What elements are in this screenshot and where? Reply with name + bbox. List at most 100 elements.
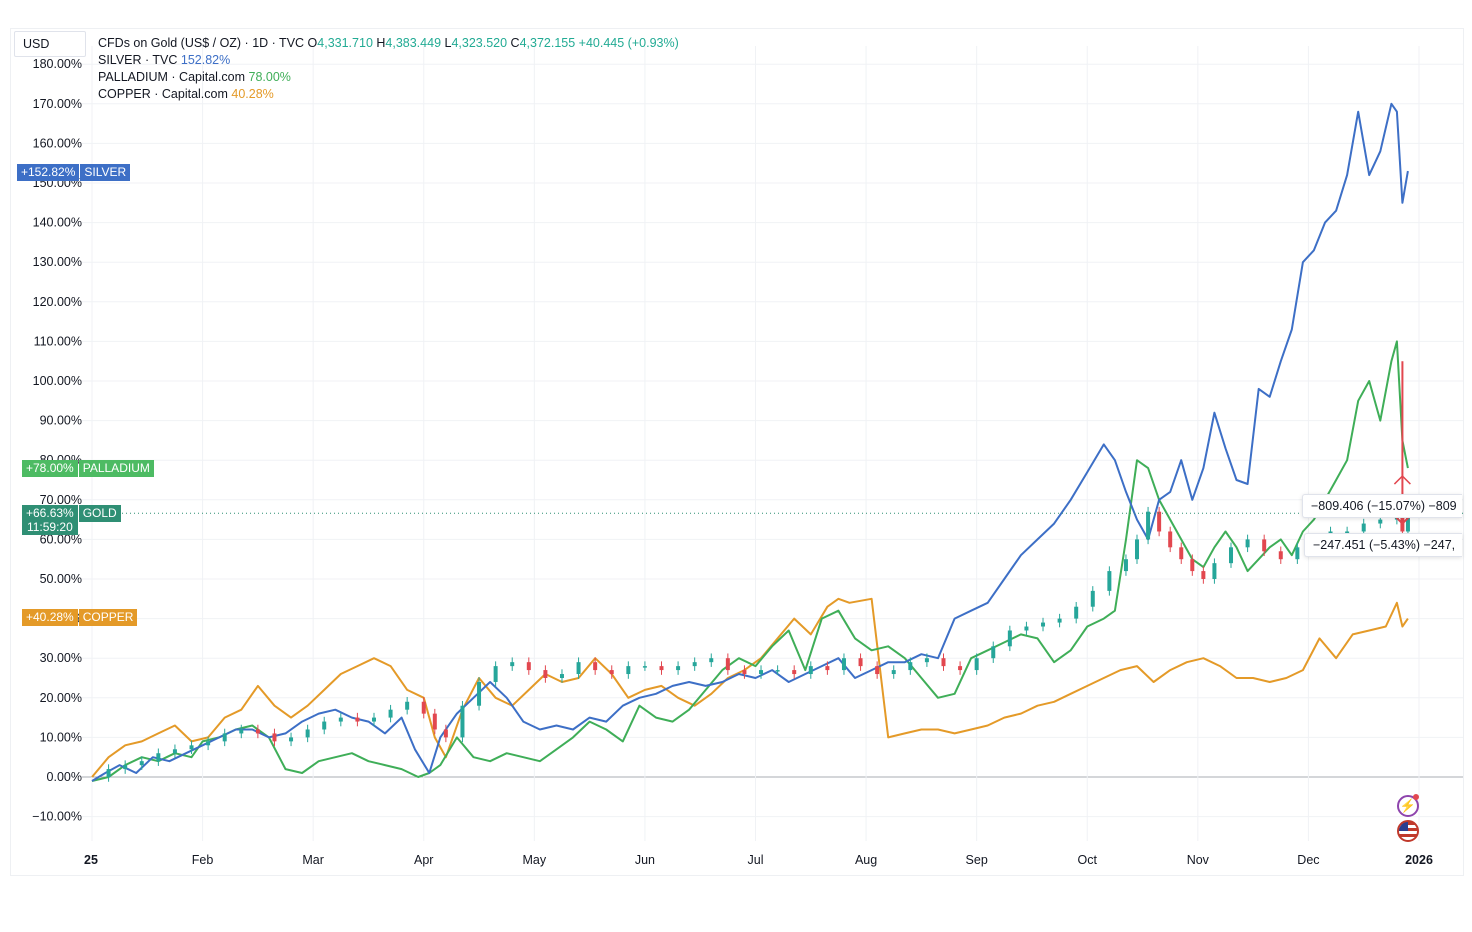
- gold-candle-body: [1278, 551, 1283, 560]
- legend-gold-low: 4,323.520: [451, 36, 508, 50]
- gold-candle-body: [443, 729, 448, 738]
- y-tick-label: 110.00%: [34, 334, 82, 348]
- currency-selector[interactable]: USD: [14, 31, 86, 57]
- x-tick-label: Feb: [192, 853, 214, 867]
- gold-candle-body: [974, 658, 979, 671]
- badge-gold-name: GOLD: [78, 505, 121, 522]
- gold-candle-body: [123, 765, 128, 770]
- gold-candle-body: [289, 737, 294, 742]
- series-line-silver: [91, 102, 1409, 782]
- gold-candle-body: [1245, 539, 1250, 548]
- legend-gold[interactable]: CFDs on Gold (US$ / OZ) · 1D · TVC O4,33…: [98, 35, 679, 52]
- gold-candle-body: [841, 658, 846, 671]
- y-tick-label: 160.00%: [33, 136, 82, 150]
- gold-candle-body: [510, 662, 515, 667]
- gold-candle-body: [1057, 618, 1062, 623]
- legend-gold-close: 4,372.155: [519, 36, 576, 50]
- y-tick-label: 60.00%: [40, 532, 82, 546]
- gold-candle-body: [725, 658, 730, 671]
- gold-candle-body: [1361, 523, 1366, 532]
- measure-label-upper: −809.406 (−15.07%) −809: [1302, 494, 1462, 518]
- gold-candle-body: [355, 717, 360, 722]
- legend-silver-value: 152.82%: [180, 53, 231, 67]
- badge-gold: +66.63% 11:59:20 GOLD: [22, 505, 121, 535]
- gold-candle-body: [576, 662, 581, 675]
- gold-candle-body: [526, 662, 531, 671]
- badge-silver-name: SILVER: [80, 164, 131, 181]
- gold-candle-body: [692, 662, 697, 667]
- y-tick-label: 140.00%: [33, 216, 82, 230]
- us-flag-canton-icon: [1399, 822, 1408, 831]
- chart-canvas[interactable]: 180.00%170.00%160.00%150.00%140.00%130.0…: [11, 29, 1463, 875]
- gold-candle-body: [759, 670, 764, 675]
- legend-copper-title: COPPER · Capital.com: [98, 87, 228, 101]
- gold-candle-body: [322, 721, 327, 730]
- gold-candle-body: [405, 701, 410, 710]
- y-tick-label: 20.00%: [40, 691, 82, 705]
- legend-gold-change: +40.445 (+0.93%): [578, 36, 679, 50]
- gold-candle-body: [709, 658, 714, 663]
- gold-candle-body: [1190, 559, 1195, 572]
- gold-candle-body: [543, 670, 548, 678]
- y-tick-label: 120.00%: [33, 295, 82, 309]
- gold-candle-body: [305, 729, 310, 738]
- gold-candle-body: [1295, 547, 1300, 560]
- y-tick-label: 170.00%: [33, 97, 82, 111]
- badge-gold-time: 11:59:20: [26, 520, 73, 534]
- badge-gold-value: +66.63%: [26, 506, 74, 520]
- gold-candle-body: [908, 662, 913, 671]
- legend-gold-o-label: O: [307, 36, 318, 50]
- y-tick-label: 30.00%: [40, 651, 82, 665]
- x-tick-label: 25: [84, 853, 98, 867]
- gold-candle-body: [941, 658, 946, 667]
- y-tick-label: −10.00%: [32, 810, 82, 824]
- badge-palladium-value: +78.00%: [22, 460, 78, 477]
- gold-candle-body: [676, 666, 681, 671]
- gold-candle-body: [626, 666, 631, 675]
- legend-gold-open: 4,331.710: [317, 36, 373, 50]
- badge-copper: +40.28% COPPER: [22, 609, 138, 626]
- lightning-icon[interactable]: ⚡: [1397, 795, 1419, 817]
- gold-candle-body: [1201, 571, 1206, 579]
- badge-copper-name: COPPER: [78, 609, 138, 626]
- gold-candle-body: [858, 658, 863, 667]
- measure-arrow-head-upper: [1393, 474, 1411, 485]
- overlays: [82, 361, 1463, 525]
- x-axis: 25 Feb Mar Apr May Jun Jul Aug Sep Oct Nov Dec 2026: [84, 853, 1433, 867]
- gold-candle-body: [1041, 622, 1046, 627]
- grid: [82, 46, 1463, 841]
- badge-copper-value: +40.28%: [22, 609, 78, 626]
- measure-arrow-head: [1393, 514, 1412, 525]
- notification-dot-icon: [1413, 794, 1419, 800]
- y-tick-label: 130.00%: [33, 255, 82, 269]
- gold-candle-body: [371, 717, 376, 722]
- gold-candles: [106, 506, 1410, 782]
- gold-candle-body: [1146, 511, 1151, 540]
- legend-copper[interactable]: COPPER · Capital.com 40.28%: [98, 86, 679, 103]
- badge-palladium-name: PALLADIUM: [78, 460, 154, 477]
- legend-palladium[interactable]: PALLADIUM · Capital.com 78.00%: [98, 69, 679, 86]
- x-tick-label: Dec: [1297, 853, 1319, 867]
- x-tick-label: Nov: [1187, 853, 1210, 867]
- gold-candle-body: [421, 701, 426, 714]
- x-tick-label: Oct: [1078, 853, 1098, 867]
- gold-candle-body: [1179, 547, 1184, 560]
- gold-candle-body: [156, 753, 161, 762]
- legend-silver[interactable]: SILVER · TVC 152.82%: [98, 52, 679, 69]
- measure-label-lower: −247.451 (−5.43%) −247,: [1304, 533, 1462, 557]
- gold-candle-body: [825, 666, 830, 671]
- gold-candle-body: [1229, 547, 1234, 564]
- gold-candle-body: [891, 670, 896, 675]
- gold-candle-body: [272, 733, 277, 742]
- y-tick-label: 50.00%: [40, 572, 82, 586]
- us-flag-icon[interactable]: [1397, 820, 1419, 842]
- gold-candle-body: [1074, 606, 1079, 619]
- gold-candle-body: [1024, 626, 1029, 631]
- gold-candle-body: [1123, 559, 1128, 572]
- gold-candle-body: [1107, 571, 1112, 591]
- gold-candle-body: [593, 662, 598, 671]
- gold-candle-body: [1378, 519, 1383, 524]
- gold-candle-body: [1168, 531, 1173, 548]
- legend-gold-title: CFDs on Gold (US$ / OZ) · 1D · TVC: [98, 36, 305, 50]
- measure-upper-text: −809.406 (−15.07%) −809: [1311, 499, 1457, 513]
